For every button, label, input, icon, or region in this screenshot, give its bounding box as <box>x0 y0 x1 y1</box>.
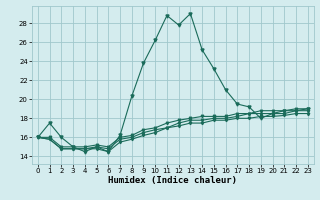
X-axis label: Humidex (Indice chaleur): Humidex (Indice chaleur) <box>108 176 237 185</box>
